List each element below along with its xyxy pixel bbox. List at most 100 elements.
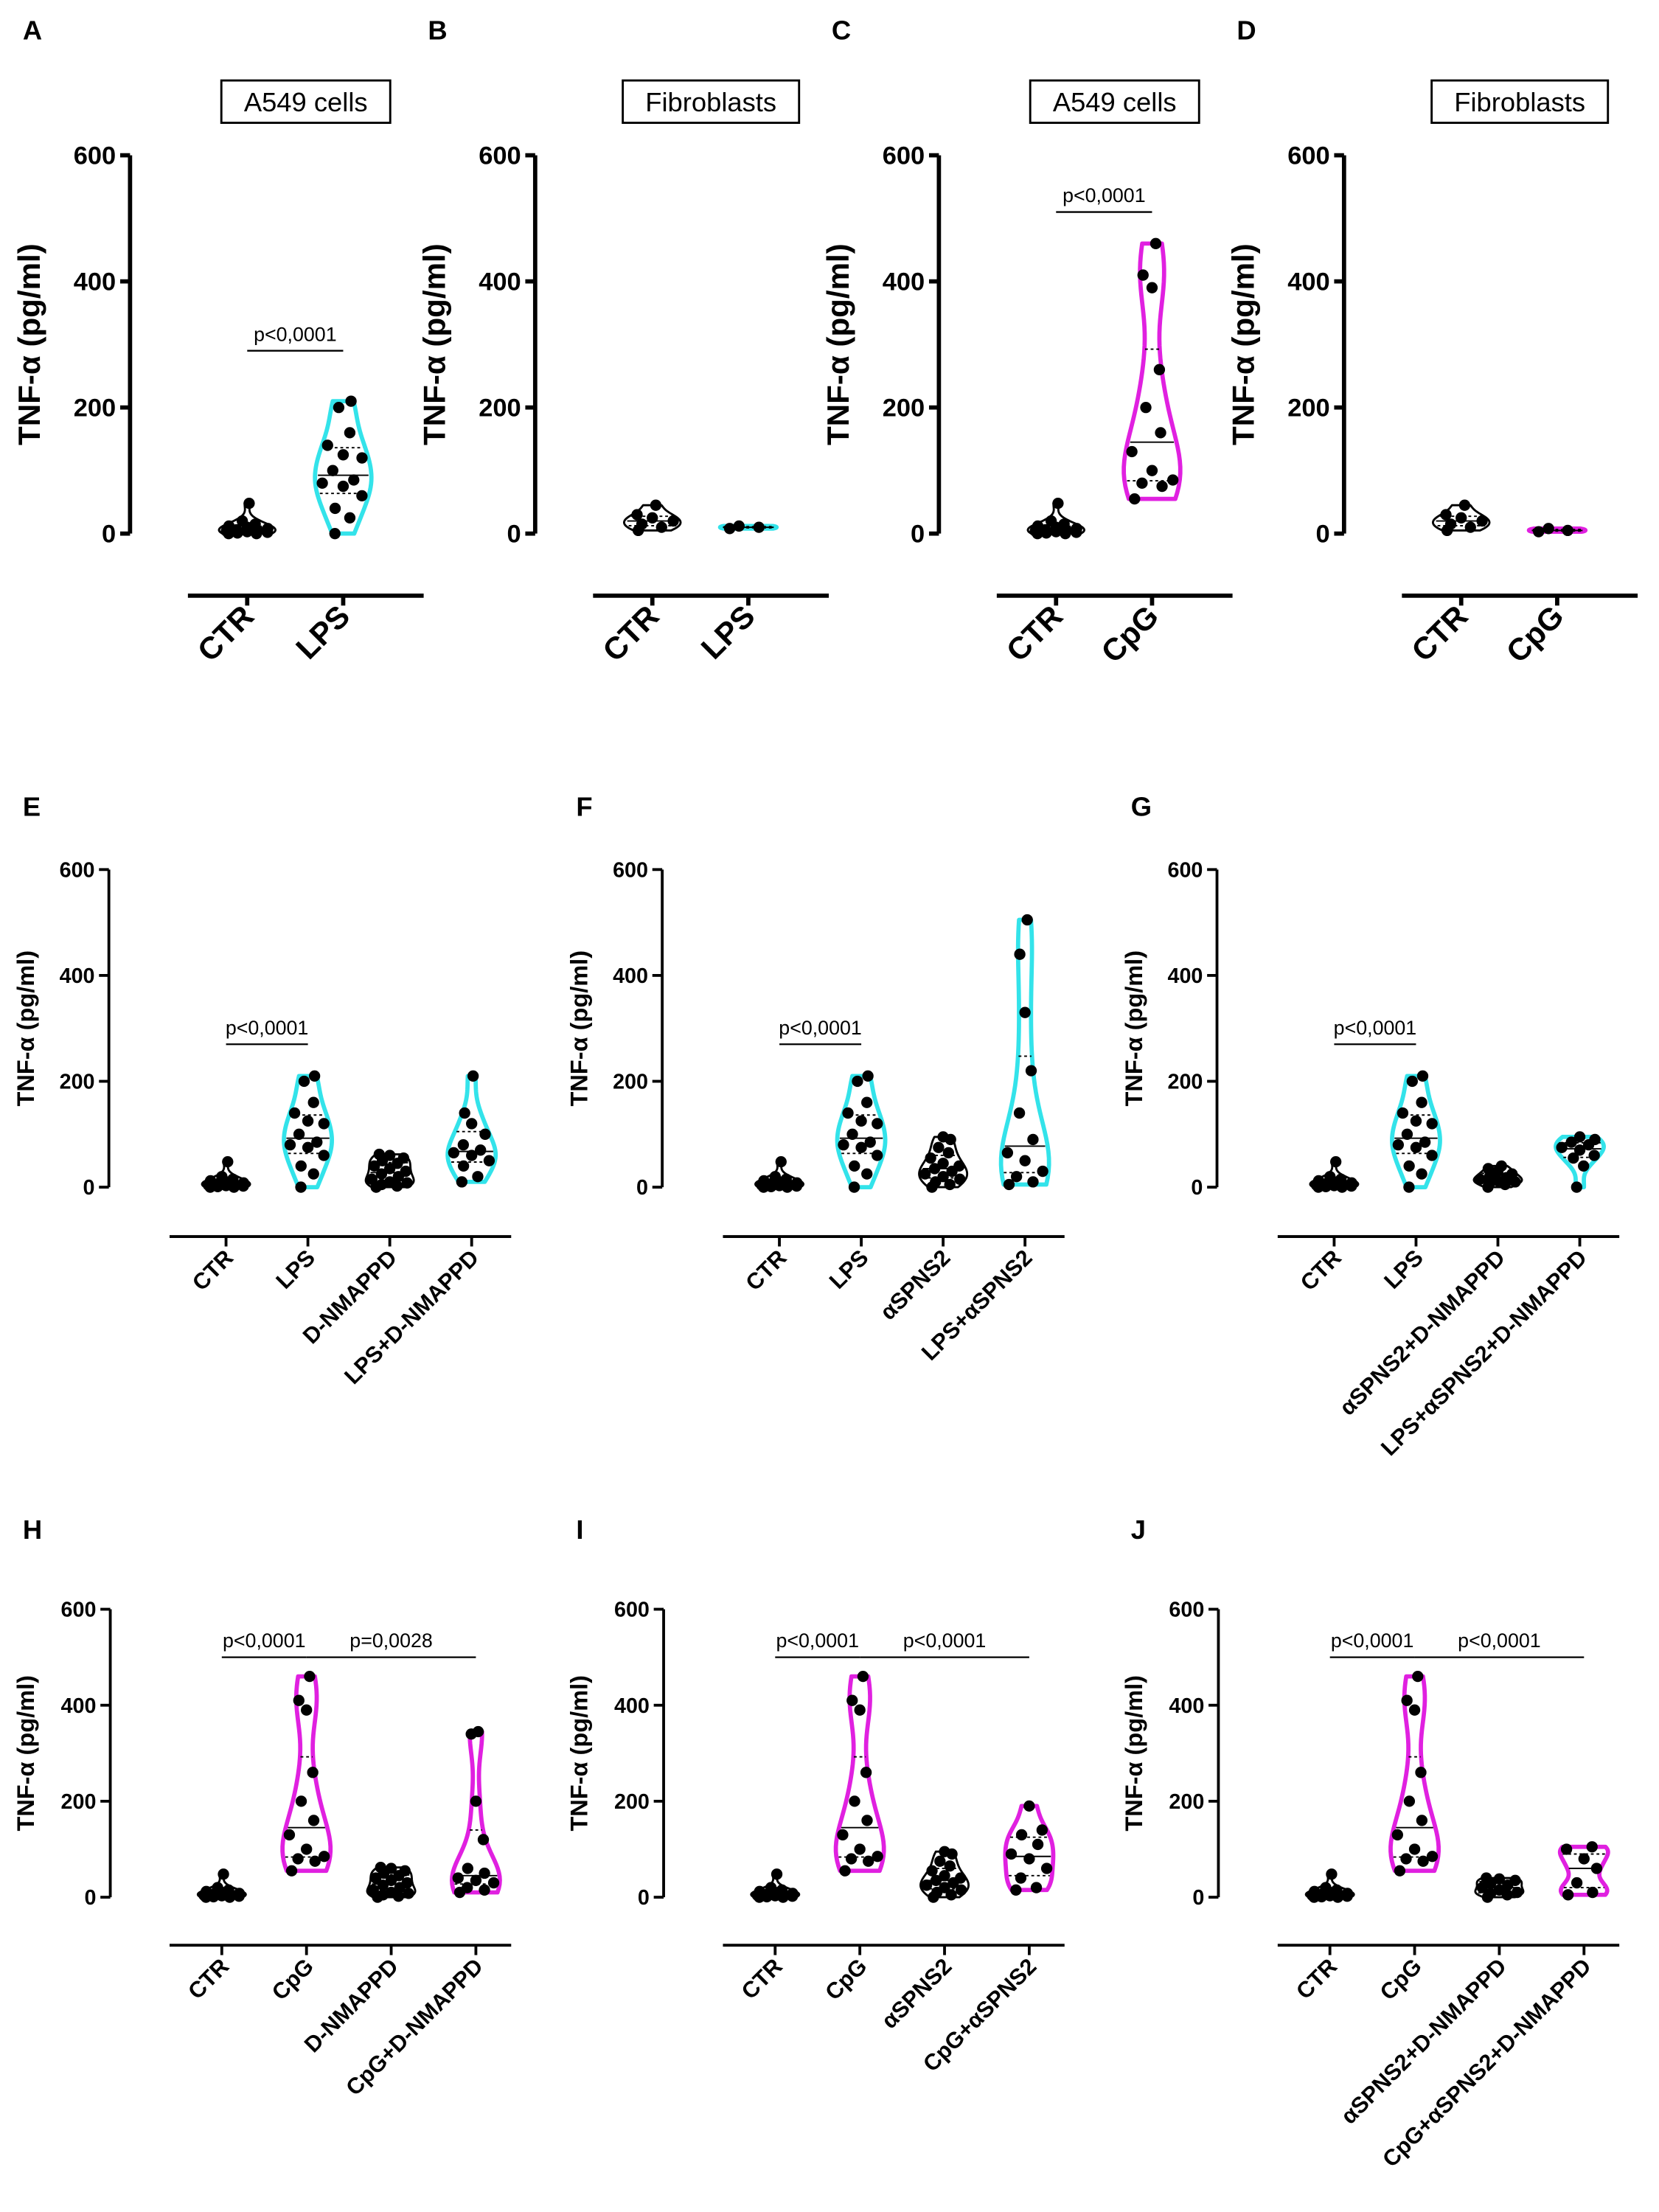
panel-label: D (1237, 15, 1256, 46)
panel-title: Fibroblasts (645, 87, 776, 117)
p-value: p<0,0001 (776, 1630, 859, 1652)
data-point (954, 1173, 966, 1185)
data-point (937, 1158, 949, 1169)
data-point (1155, 427, 1166, 439)
data-point (367, 1884, 379, 1896)
data-point (319, 1851, 330, 1863)
y-tick-label: 600 (479, 142, 521, 170)
data-point (1126, 445, 1138, 458)
data-point (1136, 477, 1148, 489)
data-point (223, 1884, 234, 1896)
data-point (222, 1155, 234, 1168)
data-point (1330, 1155, 1342, 1168)
data-point (1032, 520, 1044, 532)
data-point (1401, 1694, 1413, 1706)
data-point (1030, 1882, 1043, 1893)
data-point (1533, 526, 1545, 538)
y-tick-label: 0 (911, 521, 925, 549)
data-point (1137, 269, 1149, 281)
x-tick-label: CTR (184, 1954, 234, 2005)
data-point (249, 518, 261, 530)
data-point (356, 452, 368, 464)
data-point (1027, 1176, 1039, 1188)
y-tick-label: 0 (83, 1176, 95, 1200)
data-point (1023, 1853, 1035, 1865)
data-point (1146, 282, 1158, 293)
y-axis-label: TNF-α (pg/ml) (566, 1675, 593, 1832)
data-point (475, 1144, 487, 1156)
data-point (655, 521, 667, 533)
data-point (284, 1138, 296, 1151)
data-point (953, 1160, 965, 1172)
y-axis-label: TNF-α (pg/ml) (12, 243, 46, 445)
data-point (1401, 1128, 1413, 1140)
data-point (318, 1150, 330, 1161)
p-value: p<0,0001 (254, 323, 337, 345)
data-point (302, 1141, 314, 1153)
data-point (283, 1829, 296, 1841)
y-axis-label: TNF-α (pg/ml) (1121, 950, 1147, 1107)
y-tick-label: 400 (614, 1694, 650, 1718)
data-point (1397, 1107, 1409, 1119)
data-point (855, 1115, 867, 1127)
data-point (227, 1173, 239, 1185)
y-tick-label: 400 (60, 964, 95, 988)
data-point (1308, 1885, 1321, 1897)
data-point (1485, 1888, 1497, 1899)
data-point (1426, 1851, 1439, 1863)
data-point (955, 1884, 967, 1896)
data-point (457, 1138, 470, 1151)
x-tick-label: αSPNS2+D-NMAPPD (1336, 1954, 1512, 2129)
data-point (366, 1173, 378, 1185)
data-point (944, 1860, 956, 1872)
panel: A A549 cells 0 200 400 600 TNF-α (pg/ml) CTR LPS… (12, 15, 424, 668)
panel-label: E (23, 792, 41, 822)
data-point (1571, 1181, 1582, 1193)
data-point (470, 1795, 482, 1807)
violin (835, 1074, 888, 1189)
data-point (318, 1118, 330, 1130)
data-point (1476, 515, 1488, 527)
violin (450, 1729, 502, 1895)
data-point (1589, 1133, 1601, 1146)
data-point (1416, 1168, 1427, 1180)
data-point (375, 1862, 386, 1874)
data-point (1392, 1138, 1405, 1151)
x-tick-label: CpG (1500, 599, 1571, 669)
data-point (309, 1855, 321, 1867)
data-point (1019, 1155, 1031, 1166)
data-point (1408, 1843, 1421, 1855)
data-point (321, 439, 333, 451)
data-point (1543, 523, 1554, 535)
data-point (329, 528, 341, 540)
data-point (933, 1141, 945, 1153)
data-point (356, 490, 368, 502)
data-point (1391, 1829, 1403, 1841)
data-point (295, 1160, 307, 1172)
data-point (854, 1843, 866, 1855)
data-point (385, 1886, 397, 1899)
data-point (307, 1168, 319, 1180)
violin (1390, 1074, 1442, 1189)
y-tick-label: 400 (1167, 964, 1203, 988)
data-point (838, 1138, 849, 1151)
data-point (243, 497, 255, 509)
data-point (920, 1879, 933, 1891)
data-point (733, 520, 745, 532)
y-tick-label: 400 (479, 268, 521, 296)
data-point (457, 1160, 470, 1172)
x-tick-label: LPS (271, 1245, 320, 1294)
data-point (401, 1177, 413, 1189)
panel-label: H (23, 1514, 42, 1545)
y-tick-label: 600 (614, 1599, 650, 1622)
data-point (472, 1725, 484, 1738)
data-point (1015, 1829, 1028, 1841)
panel-label: G (1131, 792, 1152, 822)
data-point (369, 1160, 380, 1172)
data-point (1005, 1848, 1018, 1860)
data-point (780, 1173, 792, 1185)
data-point (937, 1171, 949, 1183)
data-point (928, 1163, 941, 1175)
data-point (1045, 515, 1057, 527)
data-point (854, 1704, 866, 1716)
